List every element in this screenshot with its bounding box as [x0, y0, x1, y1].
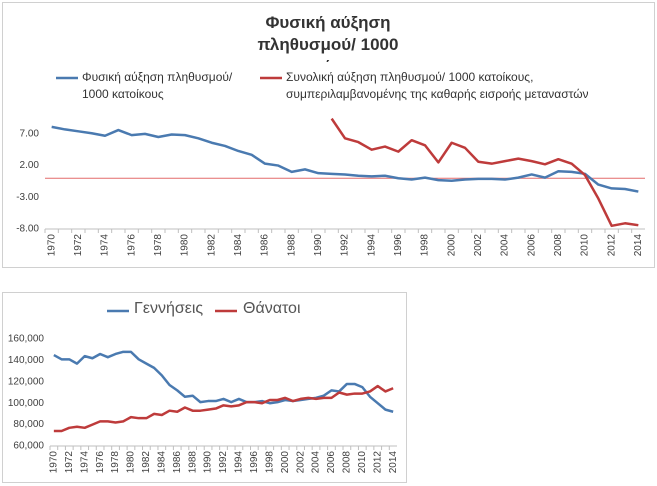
legend-label: Θάνατοι [243, 300, 301, 317]
x-tick-label: 1976 [95, 451, 106, 474]
x-tick-label: 2004 [500, 234, 511, 257]
x-tick-label: 1984 [156, 451, 167, 474]
x-tick-label: 1988 [187, 451, 198, 474]
y-tick-label: 80,000 [13, 419, 44, 430]
chart-title: Φυσική αύξηση πληθυσμού/ 1000 κατοίκους [257, 13, 399, 62]
legend-box: Θάνατοι [243, 300, 301, 317]
x-tick-label: 2010 [580, 234, 591, 257]
series-line [53, 384, 394, 433]
legend-box: Φυσική αύξηση πληθυσμού/ 1000 κατοίκους [82, 70, 233, 101]
series-line [51, 125, 639, 193]
y-tick-label: 160,000 [8, 334, 45, 345]
x-tick-label: 1980 [180, 234, 191, 257]
x-tick-label: 2012 [372, 451, 383, 474]
x-tick-label: 1974 [79, 451, 90, 474]
x-tick-label: 1974 [100, 234, 111, 257]
legend-label: Γεννήσεις [134, 300, 204, 317]
x-tick-label: 1994 [366, 234, 377, 257]
x-tick-label: 1994 [234, 451, 245, 474]
chart-frame [2, 2, 655, 268]
x-tick-label: 1986 [172, 451, 183, 474]
x-tick-label: 2006 [326, 451, 337, 474]
chart-frame [2, 292, 407, 483]
x-tick-label: 1990 [313, 234, 324, 257]
y-tick-label: 140,000 [8, 355, 45, 366]
y-tick-label: 2.00 [20, 160, 40, 171]
x-tick-label: 1978 [153, 234, 164, 257]
x-tick-label: 1982 [141, 451, 152, 474]
x-tick-label: 1980 [126, 451, 137, 474]
y-tick-label: 60,000 [13, 441, 44, 452]
legend-box: Γεννήσεις [134, 300, 204, 317]
x-tick-label: 2008 [342, 451, 353, 474]
x-tick-label: 2012 [606, 234, 617, 257]
x-tick-label: 1986 [260, 234, 271, 257]
x-tick-label: 1996 [393, 234, 404, 257]
x-tick-label: 2014 [388, 451, 399, 474]
x-tick-label: 1972 [64, 451, 75, 474]
y-tick-label: -8.00 [16, 224, 39, 235]
x-tick-label: 1984 [233, 234, 244, 257]
x-tick-label: 1970 [48, 451, 59, 474]
series-line [53, 350, 394, 413]
x-tick-label: 2002 [295, 451, 306, 474]
x-tick-label: 2000 [446, 234, 457, 257]
x-tick-label: 2008 [553, 234, 564, 257]
x-tick-label: 1992 [340, 234, 351, 257]
x-tick-label: 1976 [126, 234, 137, 257]
legend-label: Συνολική αύξηση πληθυσμού/ 1000 κατοίκου… [286, 70, 589, 101]
x-tick-label: 1988 [286, 234, 297, 257]
legend-label: Φυσική αύξηση πληθυσμού/ 1000 κατοίκους [82, 70, 233, 101]
x-tick-label: 2004 [311, 451, 322, 474]
x-tick-label: 2000 [280, 451, 291, 474]
y-tick-label: -3.00 [16, 192, 39, 203]
y-tick-label: 120,000 [8, 376, 45, 387]
x-tick-label: 1990 [203, 451, 214, 474]
title-box: Φυσική αύξηση πληθυσμού/ 1000 κατοίκους [257, 13, 399, 62]
x-tick-label: 2002 [473, 234, 484, 257]
x-tick-label: 2010 [357, 451, 368, 474]
x-tick-label: 1998 [420, 234, 431, 257]
x-tick-label: 1982 [206, 234, 217, 257]
x-tick-label: 1996 [249, 451, 260, 474]
x-tick-label: 1970 [46, 234, 57, 257]
series-line [330, 117, 639, 228]
y-tick-label: 7.00 [20, 128, 40, 139]
x-tick-label: 1992 [218, 451, 229, 474]
legend-box: Συνολική αύξηση πληθυσμού/ 1000 κατοίκου… [286, 70, 589, 101]
x-tick-label: 1998 [264, 451, 275, 474]
x-tick-label: 2014 [633, 234, 644, 257]
x-tick-label: 1972 [73, 234, 84, 257]
x-tick-label: 2006 [526, 234, 537, 257]
y-tick-label: 100,000 [8, 398, 45, 409]
x-tick-label: 1978 [110, 451, 121, 474]
